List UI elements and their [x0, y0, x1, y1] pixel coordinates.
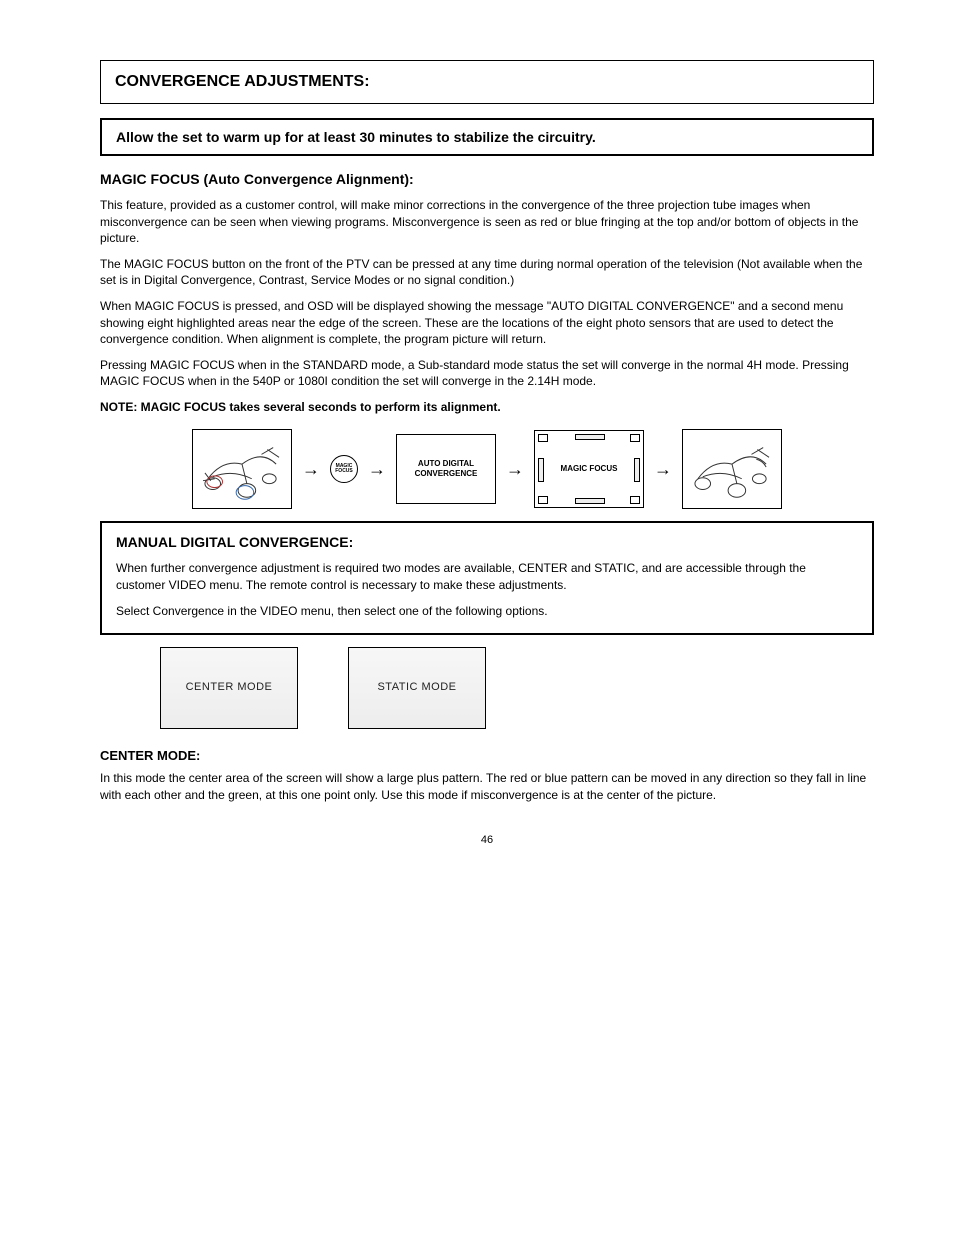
magic-focus-p4: Pressing MAGIC FOCUS when in the STANDAR… [100, 357, 874, 389]
magic-focus-heading: MAGIC FOCUS (Auto Convergence Alignment)… [100, 170, 874, 189]
distorted-vehicle-icon [192, 430, 292, 508]
flow-auto-convergence-box: AUTO DIGITAL CONVERGENCE [396, 434, 496, 504]
flow-diagram: → MAGIC FOCUS → AUTO DIGITAL CONVERGENCE… [100, 429, 874, 509]
arrow-icon: → [302, 457, 320, 481]
arrow-icon: → [506, 457, 524, 481]
center-mode-heading: CENTER MODE: [100, 747, 874, 765]
center-mode-label: CENTER MODE [186, 680, 273, 695]
sensor-bar-icon [634, 458, 640, 482]
flow-sensor-box: MAGIC FOCUS [534, 430, 644, 508]
manual-title: MANUAL DIGITAL CONVERGENCE: [116, 533, 858, 552]
magic-circle-label: MAGIC FOCUS [331, 464, 357, 475]
title-box: CONVERGENCE ADJUSTMENTS: [100, 60, 874, 104]
manual-convergence-box: MANUAL DIGITAL CONVERGENCE: When further… [100, 521, 874, 634]
flow-distorted-image [192, 429, 292, 509]
static-mode-label: STATIC MODE [377, 680, 456, 695]
flow-auto-label: AUTO DIGITAL CONVERGENCE [401, 459, 491, 481]
title-text: CONVERGENCE ADJUSTMENTS: [115, 73, 370, 90]
sensor-square-icon [630, 496, 640, 504]
mode-row: CENTER MODE STATIC MODE [160, 647, 874, 729]
magic-focus-button-icon: MAGIC FOCUS [330, 455, 358, 483]
arrow-icon: → [368, 457, 386, 481]
flow-sensor-label: MAGIC FOCUS [561, 464, 618, 475]
arrow-icon: → [654, 457, 672, 481]
manual-p2: Select Convergence in the VIDEO menu, th… [116, 603, 858, 619]
warmup-box: Allow the set to warm up for at least 30… [100, 118, 874, 157]
manual-p1: When further convergence adjustment is r… [116, 560, 858, 592]
magic-focus-p2: The MAGIC FOCUS button on the front of t… [100, 256, 874, 288]
sensor-square-icon [538, 496, 548, 504]
sensor-bar-icon [538, 458, 544, 482]
warmup-text: Allow the set to warm up for at least 30… [116, 129, 596, 145]
magic-focus-p3: When MAGIC FOCUS is pressed, and OSD wil… [100, 298, 874, 347]
center-mode-box: CENTER MODE [160, 647, 298, 729]
page-number: 46 [100, 833, 874, 848]
magic-focus-note: NOTE: MAGIC FOCUS takes several seconds … [100, 399, 874, 415]
magic-focus-p1: This feature, provided as a customer con… [100, 197, 874, 246]
sensor-square-icon [538, 434, 548, 442]
sensor-bar-icon [575, 498, 605, 504]
sensor-square-icon [630, 434, 640, 442]
center-mode-p1: In this mode the center area of the scre… [100, 770, 874, 802]
clean-vehicle-icon [682, 430, 782, 508]
flow-clean-image [682, 429, 782, 509]
sensor-bar-icon [575, 434, 605, 440]
static-mode-box: STATIC MODE [348, 647, 486, 729]
